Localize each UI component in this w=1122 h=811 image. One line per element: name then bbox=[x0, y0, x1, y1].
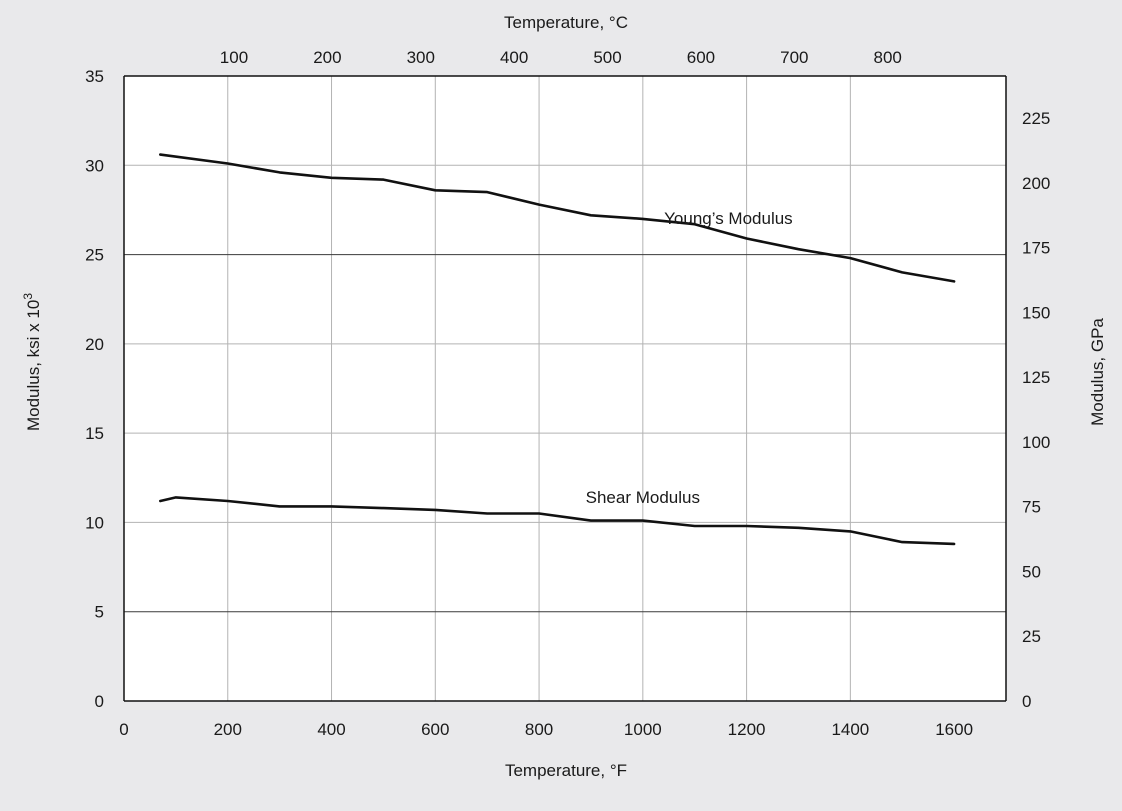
x-tick-label: 1200 bbox=[728, 720, 766, 739]
youngs-modulus-line bbox=[159, 153, 956, 283]
x-tick-label: 800 bbox=[525, 720, 553, 739]
plot-area bbox=[124, 76, 1006, 701]
right-tick-label: 50 bbox=[1022, 562, 1041, 581]
y-axis-label-superscript: 3 bbox=[21, 293, 35, 300]
right-tick-label: 150 bbox=[1022, 303, 1050, 322]
series: Young’s Modulus Shear Modulus bbox=[159, 153, 956, 546]
grid bbox=[124, 76, 1006, 701]
y-tick-label: 20 bbox=[85, 335, 104, 354]
right-tick-label: 175 bbox=[1022, 239, 1050, 258]
top-axis-label: Temperature, °C bbox=[504, 13, 628, 32]
y-tick-label: 35 bbox=[85, 67, 104, 86]
x-tick-label: 200 bbox=[214, 720, 242, 739]
right-tick-label: 100 bbox=[1022, 433, 1050, 452]
y-axis-label: Modulus, ksi x 103 bbox=[21, 293, 43, 431]
right-axis-label: Modulus, GPa bbox=[1088, 318, 1107, 426]
axes bbox=[123, 75, 1007, 702]
x-tick-label: 0 bbox=[119, 720, 128, 739]
y-tick-label: 15 bbox=[85, 424, 104, 443]
x-tick-label: 400 bbox=[317, 720, 345, 739]
right-tick-label: 200 bbox=[1022, 174, 1050, 193]
top-tick-label: 100 bbox=[220, 48, 248, 67]
shear-modulus-label: Shear Modulus bbox=[586, 488, 700, 507]
right-tick-label: 225 bbox=[1022, 109, 1050, 128]
top-tick-label: 500 bbox=[593, 48, 621, 67]
y-tick-label: 10 bbox=[85, 513, 104, 532]
right-tick-label: 25 bbox=[1022, 627, 1041, 646]
y-tick-label: 5 bbox=[95, 603, 104, 622]
x-tick-label: 600 bbox=[421, 720, 449, 739]
y-tick-label: 0 bbox=[95, 692, 104, 711]
top-tick-label: 400 bbox=[500, 48, 528, 67]
y-tick-label: 30 bbox=[85, 156, 104, 175]
shear-modulus-line bbox=[159, 496, 956, 546]
x-tick-label: 1000 bbox=[624, 720, 662, 739]
right-tick-label: 75 bbox=[1022, 498, 1041, 517]
right-tick-label: 125 bbox=[1022, 368, 1050, 387]
top-tick-label: 300 bbox=[407, 48, 435, 67]
right-tick-label: 0 bbox=[1022, 692, 1031, 711]
top-tick-label: 600 bbox=[687, 48, 715, 67]
x-tick-label: 1400 bbox=[831, 720, 869, 739]
youngs-modulus-label: Young’s Modulus bbox=[664, 209, 793, 228]
x-axis-label: Temperature, °F bbox=[505, 761, 627, 780]
top-tick-label: 200 bbox=[313, 48, 341, 67]
top-tick-label: 700 bbox=[780, 48, 808, 67]
y-tick-label: 25 bbox=[85, 246, 104, 265]
top-tick-label: 800 bbox=[874, 48, 902, 67]
x-tick-label: 1600 bbox=[935, 720, 973, 739]
